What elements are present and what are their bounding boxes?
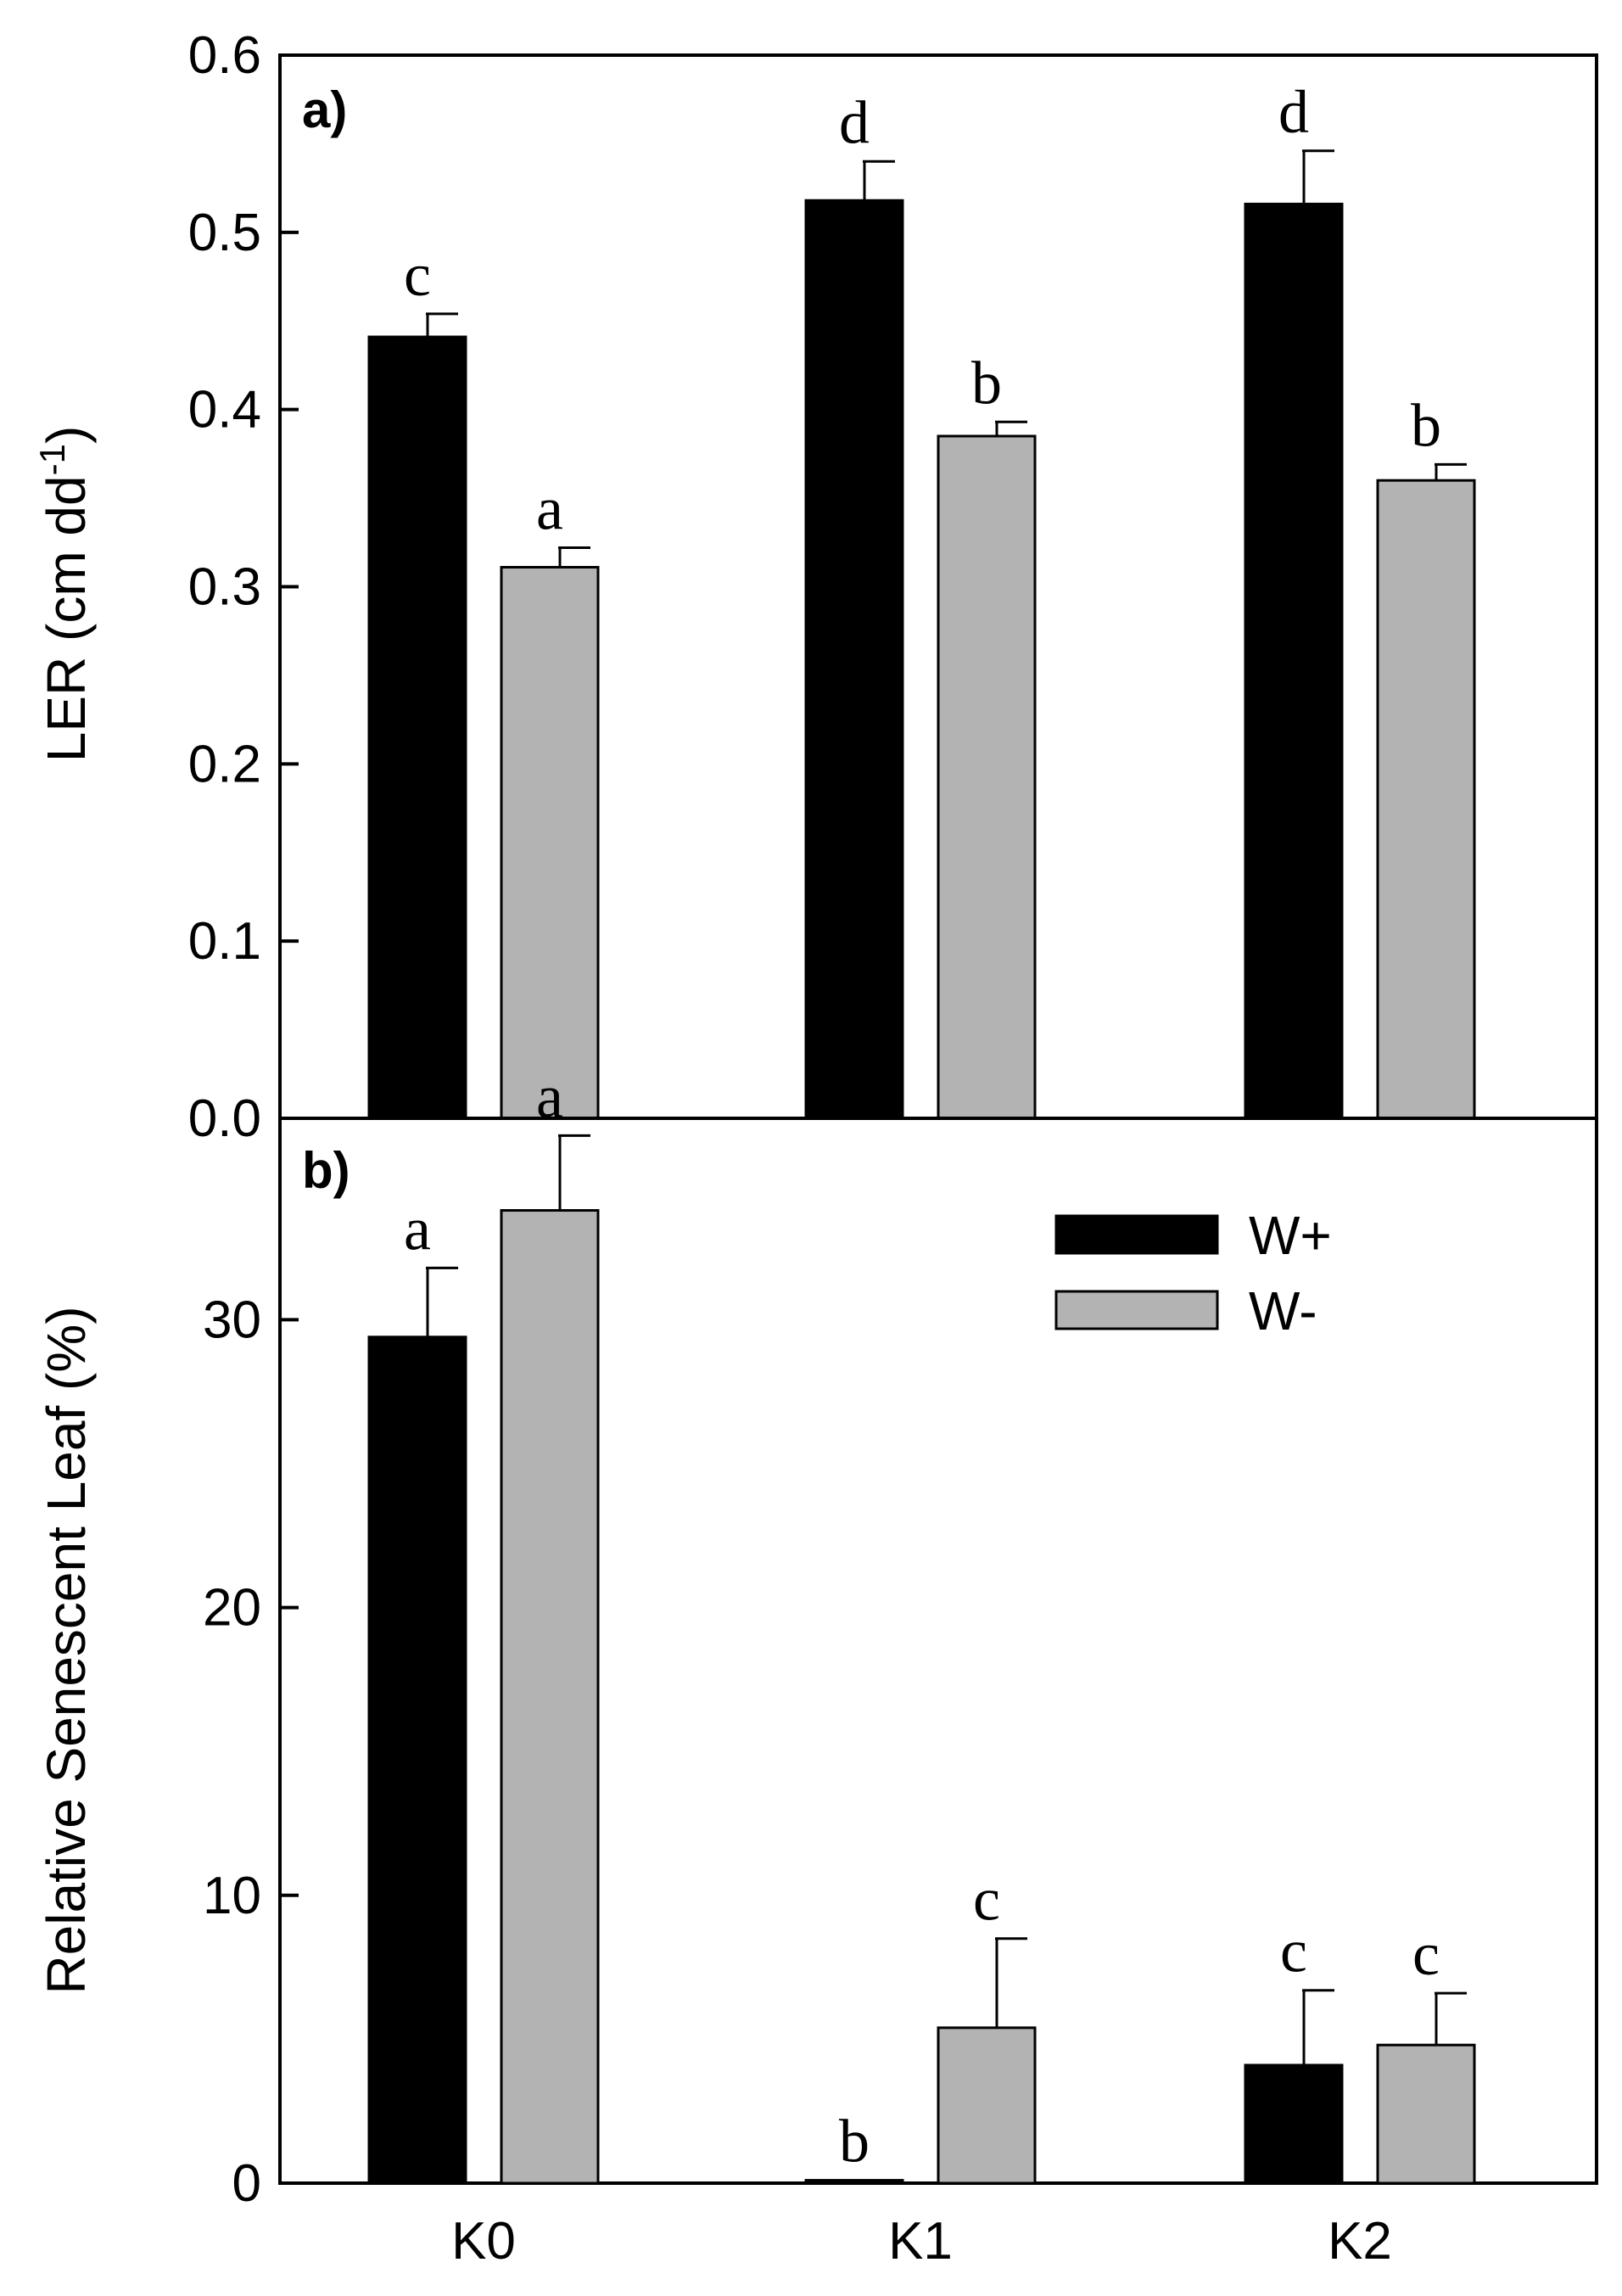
panel-b-bar-w-plus-k2 bbox=[1244, 2064, 1344, 2185]
panel-a-bars: c d d a b b bbox=[367, 78, 1476, 1120]
legend-swatch-w-minus bbox=[1054, 1290, 1219, 1330]
panel-a-bar-w-minus-k1 bbox=[937, 434, 1037, 1120]
legend-label-w-plus: W+ bbox=[1249, 1205, 1332, 1266]
panel-a-y-tick-label: 0.0 bbox=[188, 1089, 261, 1148]
panel-a-y-tick-label: 0.2 bbox=[188, 735, 261, 793]
panel-a-significance-letter: d bbox=[839, 88, 870, 156]
panel-a-y-axis-title: LER (cm dd-1) bbox=[32, 426, 97, 763]
panel-a-bar-w-plus-k0 bbox=[367, 335, 467, 1120]
panel-a-bar-w-minus-k0 bbox=[500, 566, 600, 1120]
panel-b-frame bbox=[278, 1117, 1598, 2185]
x-tick-label-k2: K2 bbox=[1328, 2212, 1392, 2271]
panel-b-y-tick-label: 30 bbox=[203, 1291, 261, 1349]
panel-a-y-tick-label: 0.4 bbox=[188, 381, 261, 440]
panel-a-y-ticks: 0.0 0.1 0.2 0.3 0.4 0.5 0.6 bbox=[188, 26, 299, 1148]
x-tick-label-k0: K0 bbox=[451, 2212, 516, 2271]
panel-b-y-axis-title: Relative Senescent Leaf (%) bbox=[36, 1306, 97, 1994]
panel-b-bar-w-minus-k1 bbox=[937, 2026, 1037, 2185]
panel-b-significance-letter: a bbox=[404, 1195, 431, 1263]
panel-a-bar-w-minus-k2 bbox=[1376, 479, 1476, 1120]
panel-a-significance-letter: c bbox=[404, 241, 431, 309]
panel-a-y-tick-label: 0.5 bbox=[188, 204, 261, 262]
panel-a-label: a) bbox=[302, 81, 347, 138]
panel-b-significance-letter: c bbox=[973, 1866, 1000, 1934]
panel-a-y-tick-label: 0.6 bbox=[188, 26, 261, 85]
x-tick-label-k1: K1 bbox=[888, 2212, 953, 2271]
panel-b-significance-letter: a bbox=[536, 1062, 563, 1130]
panel-a-significance-letter: d bbox=[1278, 78, 1309, 146]
panel-b-bar-w-plus-k1 bbox=[804, 2179, 904, 2185]
x-axis-ticks: K0 K1 K2 bbox=[451, 2212, 1392, 2271]
panel-b-bar-w-minus-k0 bbox=[500, 1209, 600, 2185]
panel-b-y-tick-label: 0 bbox=[232, 2154, 261, 2213]
panel-a-significance-letter: b bbox=[971, 349, 1002, 417]
panel-b-bar-w-minus-k2 bbox=[1376, 2043, 1476, 2185]
legend: W+ W- bbox=[1054, 1205, 1332, 1341]
panel-b-bars: a b c a c c bbox=[367, 1062, 1476, 2185]
panel-b-y-ticks: 0 10 20 30 bbox=[203, 1291, 299, 2213]
panel-a-bar-w-plus-k1 bbox=[804, 199, 904, 1120]
panel-b: b) 0 10 20 30 a b c a c c K0 K1 K2 Relative Senesc… bbox=[36, 1062, 1598, 2271]
legend-swatch-w-plus bbox=[1054, 1214, 1219, 1255]
panel-a: a) 0.0 0.1 0.2 0.3 0.4 0.5 0.6 c d d a b b LER (cm … bbox=[32, 26, 1598, 1148]
panel-b-bar-w-plus-k0 bbox=[367, 1336, 467, 2185]
panel-b-significance-letter: b bbox=[839, 2108, 870, 2176]
panel-a-y-tick-label: 0.1 bbox=[188, 912, 261, 971]
panel-b-y-tick-label: 20 bbox=[203, 1579, 261, 1638]
panel-a-significance-letter: b bbox=[1411, 391, 1441, 459]
panel-b-significance-letter: c bbox=[1280, 1918, 1307, 1985]
panel-a-y-tick-label: 0.3 bbox=[188, 558, 261, 617]
panel-b-significance-letter: c bbox=[1412, 1920, 1440, 1988]
panel-b-label: b) bbox=[302, 1142, 350, 1199]
legend-label-w-minus: W- bbox=[1249, 1280, 1317, 1341]
panel-a-bar-w-plus-k2 bbox=[1244, 202, 1344, 1120]
panel-b-y-tick-label: 10 bbox=[203, 1867, 261, 1925]
panel-a-significance-letter: a bbox=[536, 475, 563, 543]
